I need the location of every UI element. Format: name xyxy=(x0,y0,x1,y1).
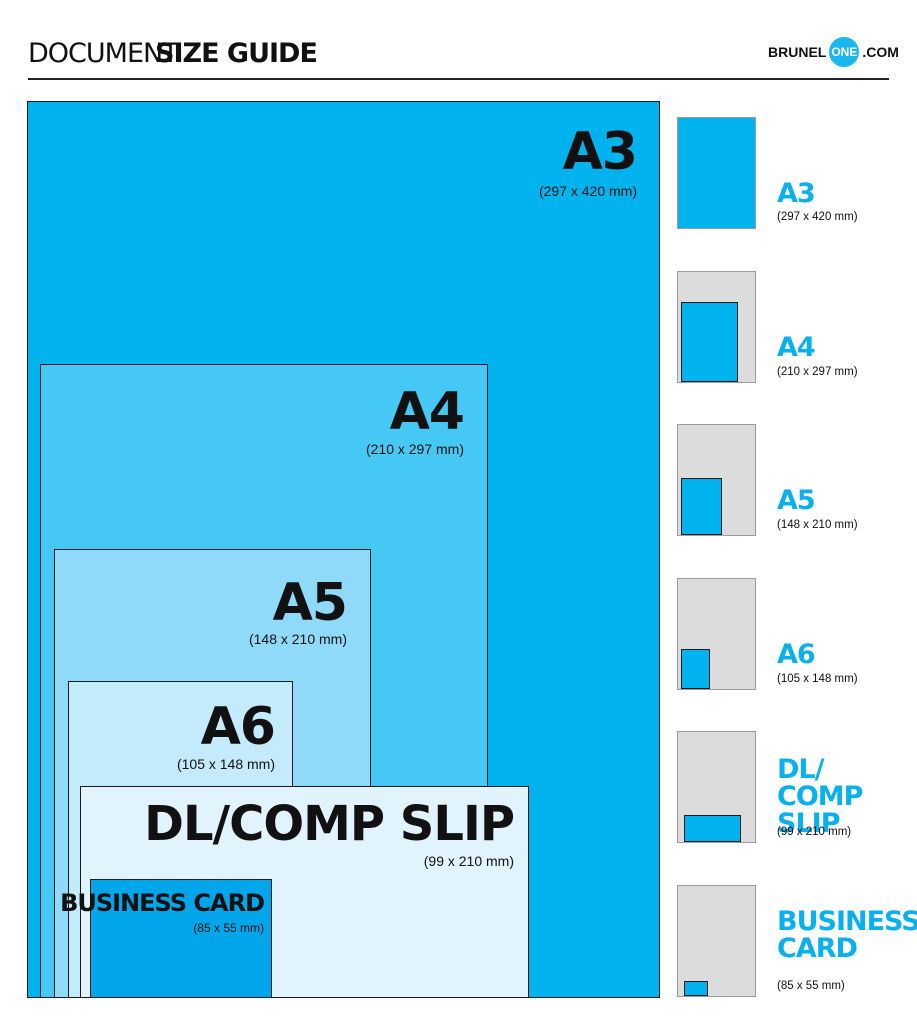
thumb-a4 xyxy=(677,271,756,383)
logo-circle: ONE xyxy=(829,37,860,67)
sheet-a6-label: A6 xyxy=(200,697,276,757)
side-a4-label: A4 xyxy=(777,332,816,363)
thumb-a5 xyxy=(677,424,756,536)
side-business-card-dims: (85 x 55 mm) xyxy=(777,980,845,992)
side-a6-label-line: A6 xyxy=(777,639,816,670)
side-business-card-label-line-2: CARD xyxy=(777,933,858,964)
sheet-a3-dims: (297 x 420 mm) xyxy=(538,183,637,199)
side-business-card-label: BUSINESS CARD xyxy=(777,908,917,962)
thumb-business-card-fill xyxy=(684,981,708,996)
side-business-card-label-line-1: BUSINESS xyxy=(777,906,917,937)
thumb-a4-fill xyxy=(681,302,738,382)
sheet-business-card xyxy=(90,879,272,998)
thumb-business-card xyxy=(677,885,756,997)
header-divider xyxy=(28,78,889,80)
thumb-a6 xyxy=(677,578,756,690)
sheet-a4-label: A4 xyxy=(389,382,465,442)
side-a3-label: A3 xyxy=(777,178,816,209)
thumb-a5-fill xyxy=(681,478,722,535)
title-document: DOCUMENT xyxy=(28,38,179,69)
side-a4-dims: (210 x 297 mm) xyxy=(777,366,858,378)
thumb-a6-fill xyxy=(681,649,710,689)
side-dl-label: DL/ COMP SLIP xyxy=(777,756,917,837)
sheet-dl-label: DL/COMP SLIP xyxy=(144,796,515,852)
title-size-guide: SIZE GUIDE xyxy=(155,38,318,69)
side-a3-dims: (297 x 420 mm) xyxy=(777,211,858,223)
side-a5-dims: (148 x 210 mm) xyxy=(777,519,858,531)
thumb-a3 xyxy=(677,117,756,229)
thumb-dl-comp-slip xyxy=(677,731,756,843)
logo-text-brunel: BRUNEL xyxy=(768,44,827,60)
side-dl-label-line-1: DL/ xyxy=(777,754,824,785)
side-a3-label-line: A3 xyxy=(777,178,816,209)
sheet-business-card-dims: (85 x 55 mm) xyxy=(193,921,264,935)
side-a6-label: A6 xyxy=(777,639,816,670)
brunelone-logo: BRUNEL ONE .COM xyxy=(768,37,899,67)
sheet-a4-dims: (210 x 297 mm) xyxy=(365,441,464,457)
sheet-a6-dims: (105 x 148 mm) xyxy=(176,756,275,772)
logo-text-com: .COM xyxy=(862,44,899,60)
sheet-dl-dims: (99 x 210 mm) xyxy=(423,853,514,869)
sheet-a5-dims: (148 x 210 mm) xyxy=(248,631,347,647)
side-dl-label-line-2: COMP SLIP xyxy=(777,781,863,839)
side-a5-label: A5 xyxy=(777,485,816,516)
sheet-business-card-label: BUSINESS CARD xyxy=(60,889,265,917)
sheet-a3-label: A3 xyxy=(562,122,638,182)
thumb-dl-fill xyxy=(684,815,741,842)
side-a4-label-line: A4 xyxy=(777,332,816,363)
side-a6-dims: (105 x 148 mm) xyxy=(777,673,858,685)
sheet-a5-label: A5 xyxy=(272,573,348,633)
side-dl-dims: (99 x 210 mm) xyxy=(777,826,852,838)
side-a5-label-line: A5 xyxy=(777,485,816,516)
